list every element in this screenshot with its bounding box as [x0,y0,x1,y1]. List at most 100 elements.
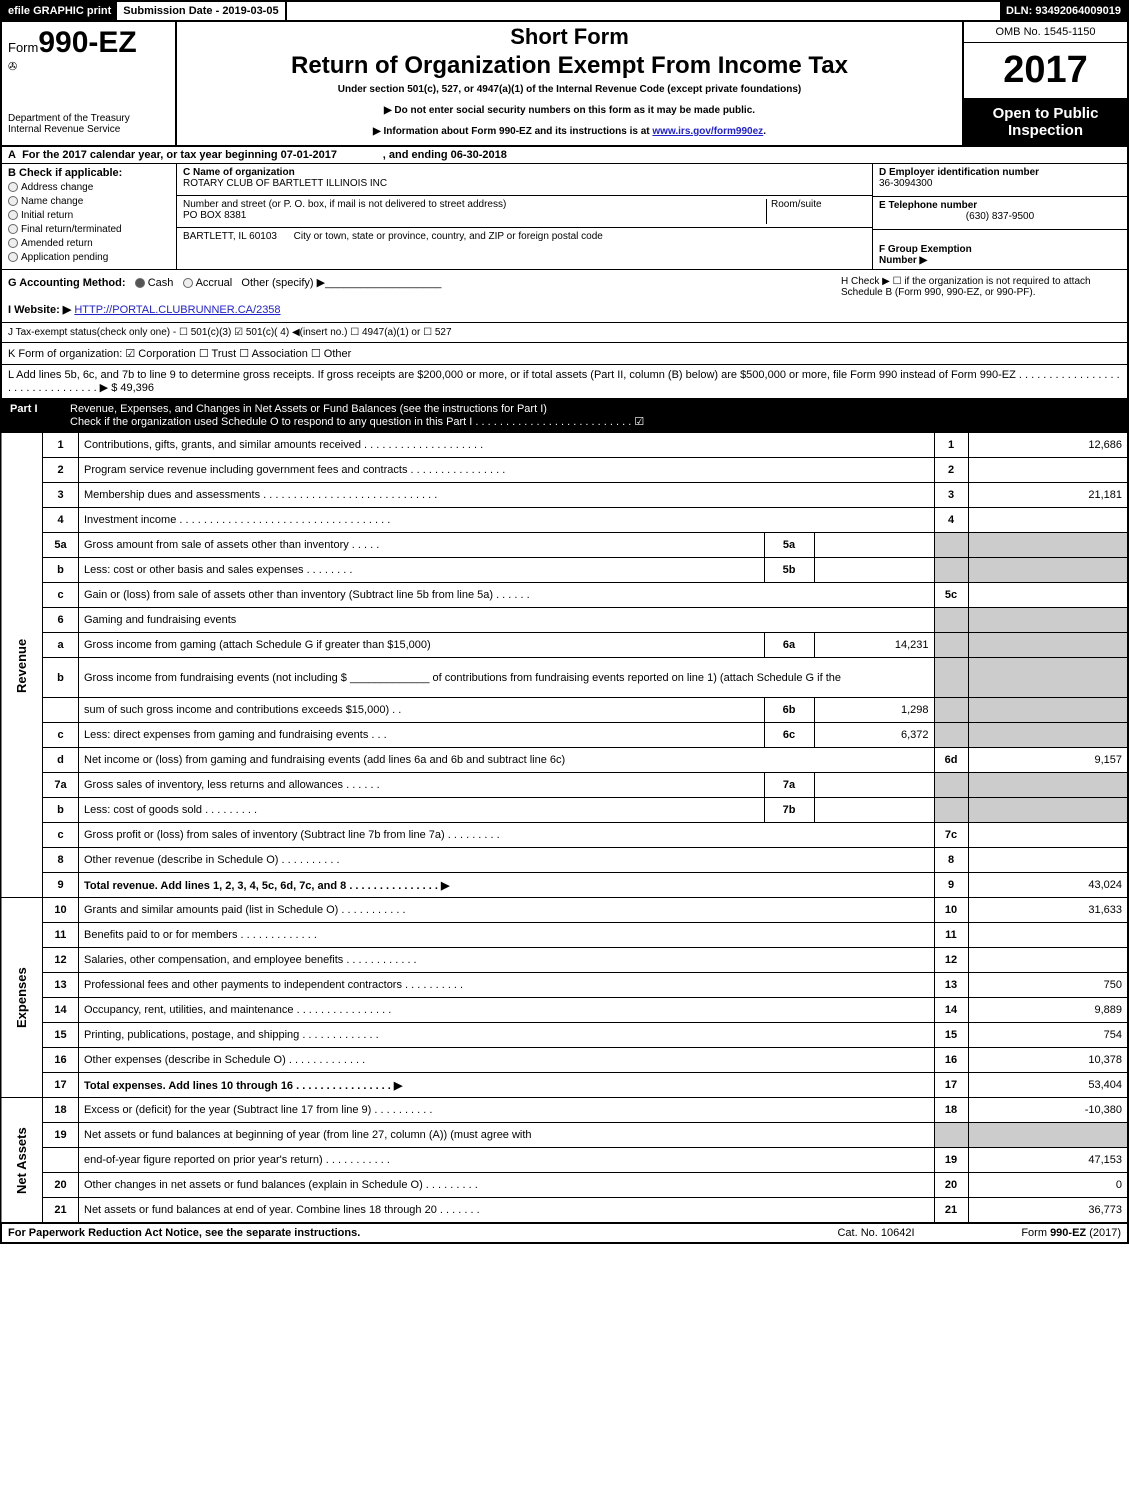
radio-accrual-icon[interactable] [183,278,193,288]
table-row: 11Benefits paid to or for members . . . … [1,923,1128,948]
line-description: Membership dues and assessments . . . . … [79,483,935,508]
table-row: 12Salaries, other compensation, and empl… [1,948,1128,973]
table-row: Net Assets18Excess or (deficit) for the … [1,1098,1128,1123]
ssn-warning: ▶ Do not enter social security numbers o… [187,105,952,116]
info-line: ▶ Information about Form 990-EZ and its … [187,126,952,137]
part-1-table: Revenue1Contributions, gifts, grants, an… [0,432,1129,1223]
irs-link[interactable]: www.irs.gov/form990ez [652,126,763,137]
box-b: B Check if applicable: Address change Na… [2,164,177,269]
line-number: 10 [43,898,79,923]
line-ref: 13 [934,973,968,998]
line-description: sum of such gross income and contributio… [79,698,765,723]
street-val: PO BOX 8381 [183,210,246,221]
chk-initial-return[interactable]: Initial return [8,210,170,221]
ein-value: 36-3094300 [879,178,932,189]
line-ref: 5c [934,583,968,608]
line-number: b [43,658,79,698]
chk-name-change[interactable]: Name change [8,196,170,207]
line-ref: 4 [934,508,968,533]
g-left: G Accounting Method: Cash Accrual Other … [8,276,841,316]
org-name: ROTARY CLUB OF BARTLETT ILLINOIS INC [183,178,387,189]
mid-label: 6b [764,698,814,723]
num-shaded [934,633,968,658]
line-number: 14 [43,998,79,1023]
table-row: cLess: direct expenses from gaming and f… [1,723,1128,748]
num-shaded [934,533,968,558]
num-cell [934,608,968,633]
ein-row: D Employer identification number 36-3094… [873,164,1127,197]
line-description: Less: direct expenses from gaming and fu… [79,723,765,748]
i-label: I Website: ▶ [8,304,71,316]
side-label: Expenses [1,898,43,1098]
table-row: Revenue1Contributions, gifts, grants, an… [1,433,1128,458]
line-number: 8 [43,848,79,873]
num-shaded [934,698,968,723]
mid-label: 6a [764,633,814,658]
header-left: Form990-EZ ✇ Department of the Treasury … [2,22,177,145]
line-amount: 750 [968,973,1128,998]
table-row: 17Total expenses. Add lines 10 through 1… [1,1073,1128,1098]
line-ref: 1 [934,433,968,458]
line-number [43,698,79,723]
line-description: Professional fees and other payments to … [79,973,935,998]
top-bar: efile GRAPHIC print Submission Date - 20… [0,0,1129,22]
checkbox-list: Address change Name change Initial retur… [8,182,170,263]
line-description: Gain or (loss) from sale of assets other… [79,583,935,608]
section-k: K Form of organization: ☑ Corporation ☐ … [0,343,1129,365]
line-ref: 14 [934,998,968,1023]
chk-app-pending[interactable]: Application pending [8,252,170,263]
line-amount [968,823,1128,848]
amt-cell [968,1123,1128,1148]
num-shaded [934,723,968,748]
part-number: Part I [10,403,70,428]
table-row: 20Other changes in net assets or fund ba… [1,1173,1128,1198]
line-description: Net assets or fund balances at end of ye… [79,1198,935,1223]
website-link[interactable]: HTTP://PORTAL.CLUBRUNNER.CA/2358 [74,304,280,316]
d-label: D Employer identification number [879,167,1039,178]
checkbox-icon [8,210,18,220]
table-row: cGross profit or (loss) from sales of in… [1,823,1128,848]
website-line: I Website: ▶ HTTP://PORTAL.CLUBRUNNER.CA… [8,303,841,316]
box-c: C Name of organization ROTARY CLUB OF BA… [177,164,872,269]
amt-shaded [968,698,1128,723]
line-number: 11 [43,923,79,948]
chk-address-change[interactable]: Address change [8,182,170,193]
section-g-h-i: G Accounting Method: Cash Accrual Other … [0,270,1129,323]
chk-label: Name change [21,196,83,207]
line-number: c [43,823,79,848]
checkbox-icon [8,238,18,248]
num-cell [934,658,968,698]
mid-value [814,773,934,798]
table-row: 3Membership dues and assessments . . . .… [1,483,1128,508]
table-row: 4Investment income . . . . . . . . . . .… [1,508,1128,533]
line-description: Contributions, gifts, grants, and simila… [79,433,935,458]
line-description: Other expenses (describe in Schedule O) … [79,1048,935,1073]
header-right: OMB No. 1545-1150 2017 Open to Public In… [962,22,1127,145]
line-ref: 7c [934,823,968,848]
line-ref: 16 [934,1048,968,1073]
chk-amended[interactable]: Amended return [8,238,170,249]
line-ref: 12 [934,948,968,973]
mid-label: 5a [764,533,814,558]
mid-label: 7a [764,773,814,798]
radio-cash-icon[interactable] [135,278,145,288]
line-description: Other changes in net assets or fund bala… [79,1173,935,1198]
line-number: 16 [43,1048,79,1073]
city-row: BARTLETT, IL 60103 City or town, state o… [177,228,872,260]
line-number: 18 [43,1098,79,1123]
chk-final-return[interactable]: Final return/terminated [8,224,170,235]
side-label: Net Assets [1,1098,43,1223]
paperwork-notice: For Paperwork Reduction Act Notice, see … [8,1227,801,1239]
table-row: 5aGross amount from sale of assets other… [1,533,1128,558]
mid-value: 14,231 [814,633,934,658]
header-center: Short Form Return of Organization Exempt… [177,22,962,145]
table-row: bGross income from fundraising events (n… [1,658,1128,698]
line-description: Total revenue. Add lines 1, 2, 3, 4, 5c,… [79,873,935,898]
line-amount: 31,633 [968,898,1128,923]
line-number [43,1148,79,1173]
line-number: 7a [43,773,79,798]
opt-cash: Cash [148,277,174,289]
box-b-label: B Check if applicable: [8,167,170,179]
line-description: Gross income from fundraising events (no… [79,658,935,698]
line-amount: 21,181 [968,483,1128,508]
